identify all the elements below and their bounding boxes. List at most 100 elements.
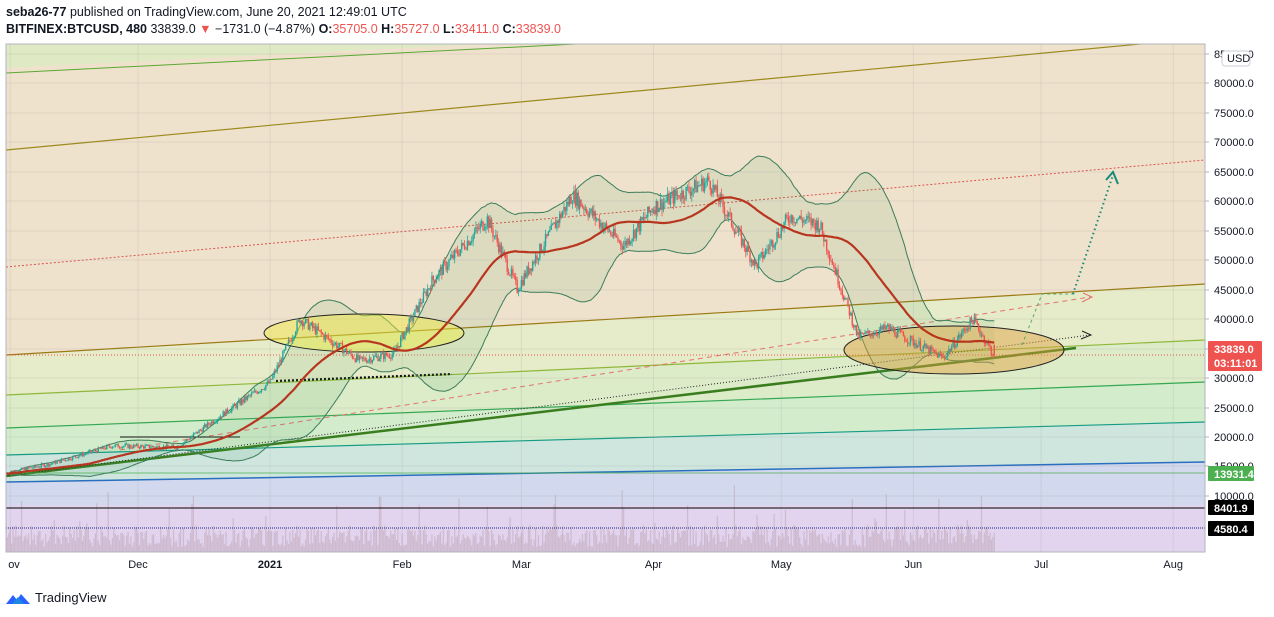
volume-bar: [961, 525, 963, 552]
candle-body: [820, 222, 822, 229]
volume-bar: [348, 525, 351, 552]
candle-body: [80, 452, 82, 456]
volume-bar: [331, 536, 334, 552]
volume-bar: [732, 534, 734, 552]
candle-body: [198, 429, 200, 434]
candle-body: [613, 228, 615, 237]
volume-bar: [431, 534, 433, 552]
candle-body: [93, 449, 95, 452]
volume-bar: [703, 525, 706, 552]
volume-bar: [506, 537, 508, 552]
volume-bar: [573, 542, 575, 552]
candle-body: [476, 227, 479, 229]
candle-body: [388, 355, 391, 358]
volume-bar: [461, 540, 463, 552]
author-name[interactable]: seba26-77: [6, 5, 67, 19]
candle-body: [118, 447, 121, 448]
candle-body: [753, 259, 755, 266]
candle-body: [638, 222, 640, 232]
candle-body: [783, 221, 785, 229]
price-tag: [1208, 466, 1254, 481]
candle-body: [489, 219, 491, 228]
volume-bar: [410, 531, 412, 552]
volume-bar: [488, 531, 490, 552]
time-axis[interactable]: ov Dec 2021 Feb Mar Apr May Jun Jul Aug: [6, 551, 1205, 571]
volume-bar: [161, 538, 163, 552]
candle-body: [702, 178, 704, 192]
candle-body: [739, 229, 741, 231]
candle-body: [580, 199, 582, 207]
candle-body: [574, 190, 577, 206]
candle-body: [953, 340, 956, 348]
volume-bar: [441, 543, 443, 552]
candle-body: [571, 202, 574, 204]
candle-body: [622, 246, 625, 250]
candle-body: [239, 400, 241, 405]
price-tag: [1208, 500, 1254, 515]
volume-bar: [128, 543, 131, 552]
candle-body: [316, 326, 318, 335]
volume-bar: [851, 499, 853, 552]
volume-bar: [662, 528, 664, 552]
candle-body: [634, 229, 636, 238]
volume-bar: [543, 542, 545, 552]
volume-bar: [36, 535, 38, 552]
volume-bar: [745, 540, 747, 552]
volume-bar: [99, 545, 101, 552]
volume-bar: [590, 546, 592, 552]
candle-body: [841, 290, 844, 296]
volume-bar: [875, 521, 877, 552]
arrowhead-red-icon: [1081, 292, 1094, 303]
candle-body: [756, 264, 758, 269]
price-axis[interactable]: 85000.080000.075000.070000.065000.060000…: [1205, 44, 1274, 552]
footer-brand[interactable]: TradingView: [35, 590, 107, 605]
volume-bar: [945, 529, 947, 552]
volume-bar: [307, 531, 309, 552]
volume-bar: [908, 544, 910, 552]
volume-bar: [664, 537, 666, 552]
volume-bar: [767, 541, 770, 552]
candle-body: [770, 240, 773, 244]
volume-bar: [316, 530, 318, 552]
volume-bar: [59, 538, 61, 552]
candle-body: [657, 201, 659, 212]
candle-body: [353, 358, 355, 359]
candle-body: [757, 257, 760, 269]
volume-bar: [297, 536, 300, 552]
candle-body: [249, 395, 251, 397]
volume-bar: [705, 532, 707, 552]
volume-bar: [637, 543, 639, 552]
volume-bar: [20, 501, 23, 552]
candle-body: [138, 447, 141, 449]
channel-line-teal: [6, 421, 1205, 456]
candle-body: [923, 343, 926, 347]
volume-bar: [354, 536, 356, 552]
volume-bar: [123, 534, 125, 552]
candle-body: [368, 358, 371, 361]
volume-bar: [826, 542, 828, 552]
volume-bar: [258, 527, 260, 552]
candle-body: [37, 466, 40, 468]
candle-body: [840, 288, 842, 291]
time-tick-label: Jun: [904, 559, 922, 571]
volume-bar: [799, 537, 801, 552]
candle-body: [713, 184, 716, 190]
candle-body: [223, 411, 226, 416]
volume-bar: [74, 540, 77, 552]
volume-bar: [810, 532, 812, 552]
candle-body: [874, 333, 876, 336]
candle-body: [360, 356, 362, 358]
volume-bar: [793, 525, 795, 552]
volume-bar: [90, 542, 92, 552]
candle-body: [912, 338, 915, 346]
volume-bar: [269, 531, 271, 552]
candle-body: [302, 321, 304, 327]
volume-bar: [158, 543, 160, 552]
candle-body: [583, 206, 585, 210]
volume-bar: [466, 536, 469, 552]
volume-bar: [80, 530, 82, 552]
volume-bar: [435, 540, 437, 552]
candle-body: [872, 334, 875, 336]
candle-body: [534, 255, 537, 264]
